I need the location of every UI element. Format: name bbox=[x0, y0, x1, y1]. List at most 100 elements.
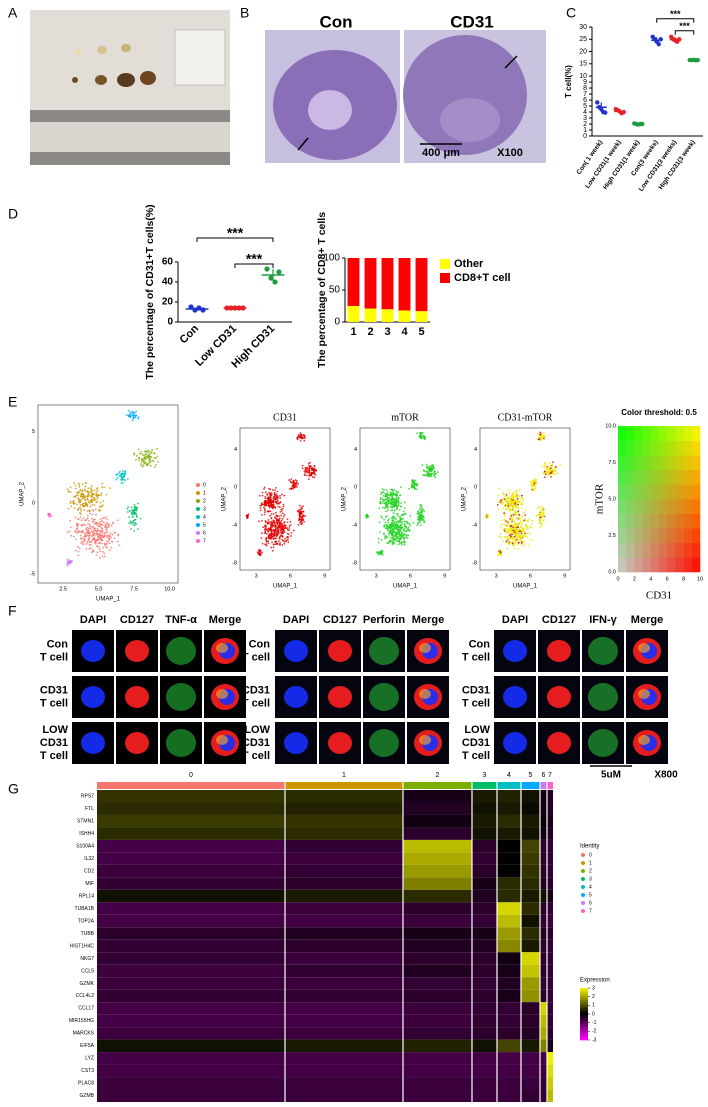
umap-dot bbox=[95, 491, 98, 494]
umap-dot bbox=[413, 481, 416, 484]
umap-dot bbox=[427, 467, 430, 470]
umap-dot bbox=[282, 503, 285, 506]
data-point bbox=[268, 275, 274, 281]
gene-label: NKG7 bbox=[80, 956, 94, 962]
heatmap-cell bbox=[285, 1027, 403, 1040]
umap-dot bbox=[314, 469, 317, 471]
umap-dot bbox=[516, 496, 518, 498]
umap-dot bbox=[102, 500, 105, 502]
umap-dot bbox=[261, 503, 263, 506]
umap-dot bbox=[272, 501, 275, 504]
umap-dot bbox=[386, 507, 389, 509]
threshold-cell bbox=[659, 426, 668, 441]
umap-dot bbox=[121, 478, 124, 481]
gene-label: CCL17 bbox=[78, 1006, 94, 1012]
cluster-label: 2 bbox=[436, 772, 440, 779]
umap-dot bbox=[420, 435, 423, 438]
umap-dot bbox=[513, 542, 516, 545]
umap-dot bbox=[287, 529, 290, 532]
heatmap-cell bbox=[540, 914, 547, 928]
umap-dot bbox=[402, 510, 405, 513]
panel-label: C bbox=[566, 5, 576, 21]
umap-dot bbox=[500, 519, 503, 522]
threshold-cell bbox=[683, 455, 693, 471]
x-tick-label: 9 bbox=[323, 573, 326, 579]
umap-dot bbox=[84, 485, 87, 488]
umap-dot bbox=[399, 529, 402, 532]
umap-dot bbox=[389, 527, 392, 529]
heatmap-cell bbox=[97, 964, 285, 978]
umap-dot bbox=[97, 535, 100, 537]
heatmap-cell bbox=[547, 902, 553, 915]
umap-dot bbox=[522, 540, 525, 543]
heatmap-cell bbox=[497, 1002, 521, 1015]
umap-dot bbox=[378, 521, 381, 524]
umap-dot bbox=[74, 487, 77, 490]
umap-dot bbox=[517, 523, 519, 526]
umap-dot bbox=[96, 497, 99, 500]
umap-dot bbox=[133, 511, 136, 513]
umap-dot bbox=[97, 542, 100, 545]
umap-dot bbox=[260, 514, 263, 516]
cell-signal bbox=[81, 732, 105, 754]
x-tick-label: 9 bbox=[443, 573, 446, 579]
y-tick-label: 2 bbox=[583, 121, 587, 128]
gene-label: PLAC8 bbox=[78, 1081, 94, 1087]
umap-dot bbox=[301, 515, 304, 518]
cluster-label: 3 bbox=[483, 772, 487, 779]
umap-dot bbox=[538, 512, 541, 514]
umap-dot bbox=[126, 511, 129, 513]
gene-label: MIF bbox=[85, 881, 94, 887]
umap-dot bbox=[90, 485, 93, 488]
umap-dot bbox=[389, 493, 392, 496]
heatmap-cell bbox=[521, 1039, 540, 1053]
umap-dot bbox=[135, 410, 138, 413]
threshold-cell bbox=[642, 557, 652, 573]
umap-dot bbox=[409, 524, 412, 527]
umap-dot bbox=[96, 487, 99, 489]
umap-dot bbox=[499, 533, 502, 536]
umap-dot bbox=[268, 503, 271, 506]
umap-dot bbox=[514, 512, 516, 514]
umap-dot bbox=[96, 489, 99, 492]
umap-dot bbox=[505, 493, 508, 496]
umap-dot bbox=[500, 553, 503, 556]
x-tick-label: 7.5 bbox=[130, 586, 138, 592]
umap-dot bbox=[303, 439, 306, 442]
umap-dot bbox=[394, 493, 397, 495]
umap-dot bbox=[83, 497, 86, 499]
umap-dot bbox=[69, 486, 72, 489]
umap-dot bbox=[266, 521, 269, 524]
umap-dot bbox=[67, 490, 70, 493]
umap-dot bbox=[401, 526, 404, 529]
threshold-cell bbox=[659, 528, 668, 544]
magnification: X800 bbox=[654, 770, 678, 781]
heatmap-cell bbox=[97, 989, 285, 1003]
umap-dot bbox=[260, 519, 263, 522]
umap-dot bbox=[107, 534, 109, 537]
umap-dot bbox=[528, 532, 531, 535]
cell-signal bbox=[328, 640, 352, 662]
umap-dot bbox=[99, 533, 102, 536]
legend-label: 2 bbox=[589, 868, 592, 874]
umap-dot bbox=[96, 528, 99, 530]
umap-dot bbox=[521, 543, 524, 545]
umap-title: mTOR bbox=[391, 412, 419, 423]
umap-dot bbox=[79, 513, 82, 515]
colorbar-step bbox=[580, 1018, 588, 1021]
umap-dot bbox=[541, 465, 544, 468]
umap-dot bbox=[271, 525, 273, 528]
cluster-band bbox=[97, 782, 285, 789]
cell-signal bbox=[284, 686, 308, 708]
umap-dot bbox=[433, 470, 436, 473]
umap-dot bbox=[419, 504, 422, 506]
cell-signal bbox=[166, 637, 196, 665]
umap-dot bbox=[523, 535, 526, 538]
umap-dot bbox=[265, 500, 267, 503]
umap-dot bbox=[500, 524, 503, 526]
umap-dot bbox=[270, 537, 273, 540]
umap-dot bbox=[142, 458, 145, 460]
umap-dot bbox=[543, 466, 546, 469]
threshold-cell bbox=[634, 455, 643, 471]
umap-dot bbox=[79, 534, 82, 537]
